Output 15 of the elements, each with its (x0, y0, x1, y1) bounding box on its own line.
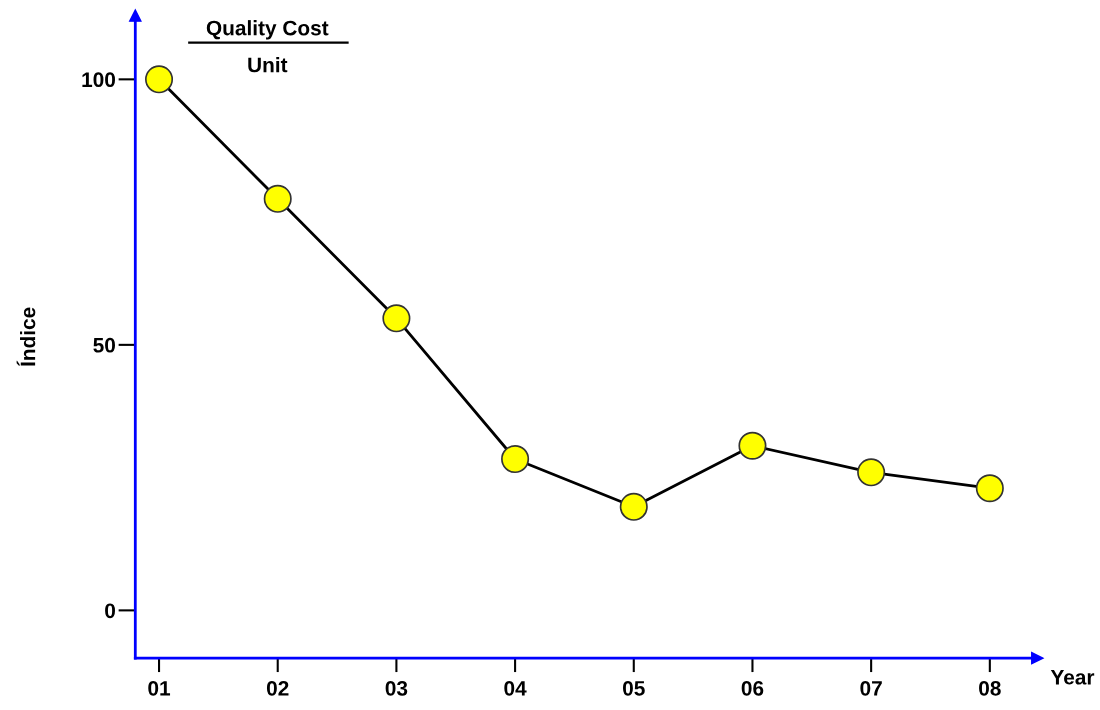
x-axis-title: Year (1050, 670, 1095, 685)
x-tick-label: 01 (148, 680, 171, 696)
x-tick-label: 02 (266, 680, 289, 696)
text: Unit (248, 57, 288, 73)
chart-title: Quality Cost (206, 20, 329, 40)
x-tick-label: 08 (979, 680, 1001, 696)
y-tick-label: 50 (93, 337, 115, 353)
y-tick-label: 100 (82, 72, 116, 88)
x-tick-label: 05 (623, 680, 645, 696)
x-tick-label: 04 (504, 680, 527, 696)
x-tick-label: 07 (860, 680, 882, 696)
y-axis-title: Índice (16, 307, 36, 366)
y-tick-label: 0 (105, 603, 115, 619)
x-tick-label: 06 (741, 680, 764, 696)
x-tick-label: 03 (385, 680, 408, 696)
